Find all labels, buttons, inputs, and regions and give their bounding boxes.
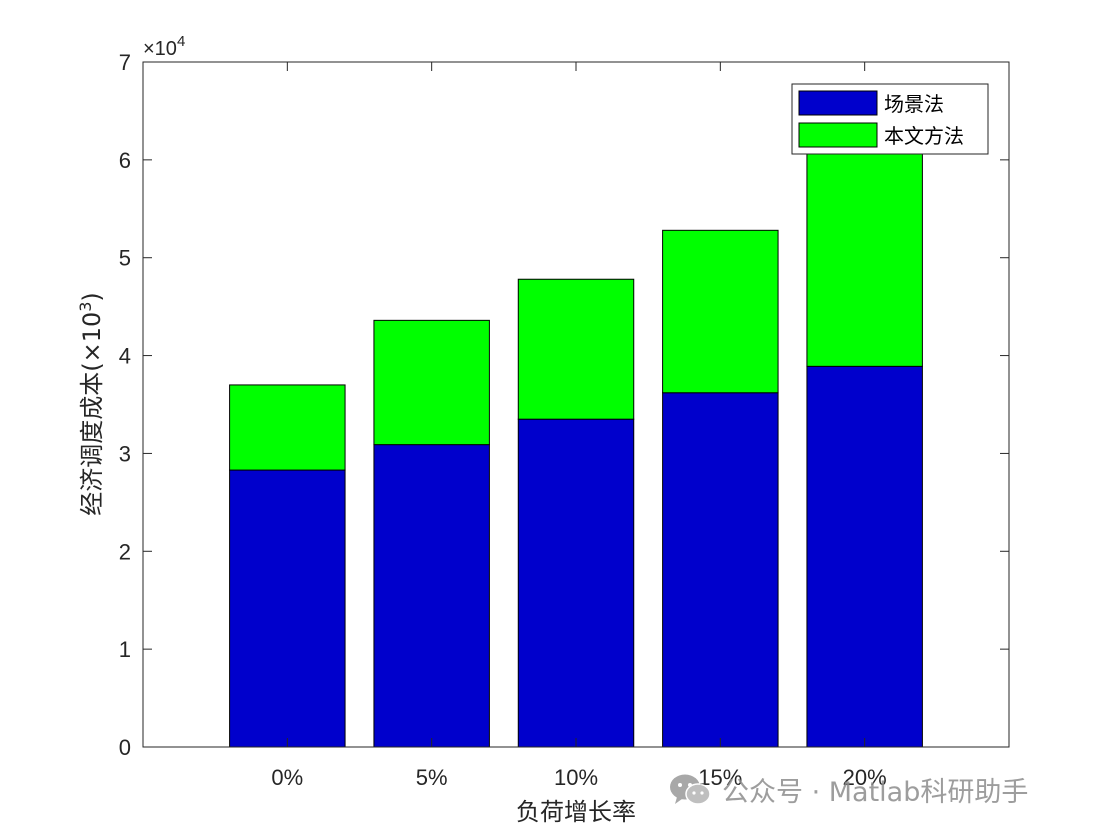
- y-tick-label-5: 5: [119, 246, 131, 271]
- bar-series-2-20pct: [806, 138, 923, 367]
- y-tick-label-7: 7: [119, 50, 131, 75]
- y-tick-label-2: 2: [119, 539, 131, 564]
- bar-series-1-5pct: [373, 444, 490, 748]
- x-tick-label-0: 0%: [271, 765, 303, 790]
- y-tick-label-6: 6: [119, 148, 131, 173]
- bar-series-1-15pct: [662, 392, 779, 748]
- y-ticks-group: 0 1 2 3 4 5 6 7: [119, 50, 1009, 760]
- bars-group: [229, 138, 923, 748]
- legend-swatch-series-2: [798, 122, 878, 148]
- legend-label-series-2: 本文方法: [884, 124, 964, 148]
- legend-label-series-1: 场景法: [884, 92, 944, 116]
- x-axis-title: 负荷增长率: [516, 798, 636, 826]
- y-tick-label-1: 1: [119, 637, 131, 662]
- x-tick-label-4: 20%: [843, 765, 887, 790]
- y-tick-label-0: 0: [119, 735, 131, 760]
- y-axis-title: 经济调度成本(×103): [76, 292, 106, 516]
- x-tick-label-1: 5%: [416, 765, 448, 790]
- legend-swatch-series-1: [798, 90, 878, 116]
- bar-series-1-0pct: [229, 469, 346, 748]
- bar-series-1-20pct: [806, 365, 923, 748]
- watermark: 公众号 · Matlab科研助手: [668, 770, 1028, 809]
- legend: 场景法 本文方法: [791, 83, 989, 155]
- y-exponent-label: ×104: [143, 33, 185, 60]
- bar-series-2-5pct: [373, 319, 490, 446]
- y-tick-label-4: 4: [119, 344, 131, 369]
- x-tick-label-2: 10%: [554, 765, 598, 790]
- bar-series-2-15pct: [662, 229, 779, 394]
- y-tick-label-3: 3: [119, 441, 131, 466]
- bar-series-1-10pct: [517, 418, 635, 748]
- wechat-icon: [670, 774, 711, 805]
- watermark-text: 公众号 · Matlab科研助手: [722, 777, 1029, 808]
- bar-series-2-10pct: [517, 278, 635, 420]
- bar-series-2-0pct: [229, 384, 346, 471]
